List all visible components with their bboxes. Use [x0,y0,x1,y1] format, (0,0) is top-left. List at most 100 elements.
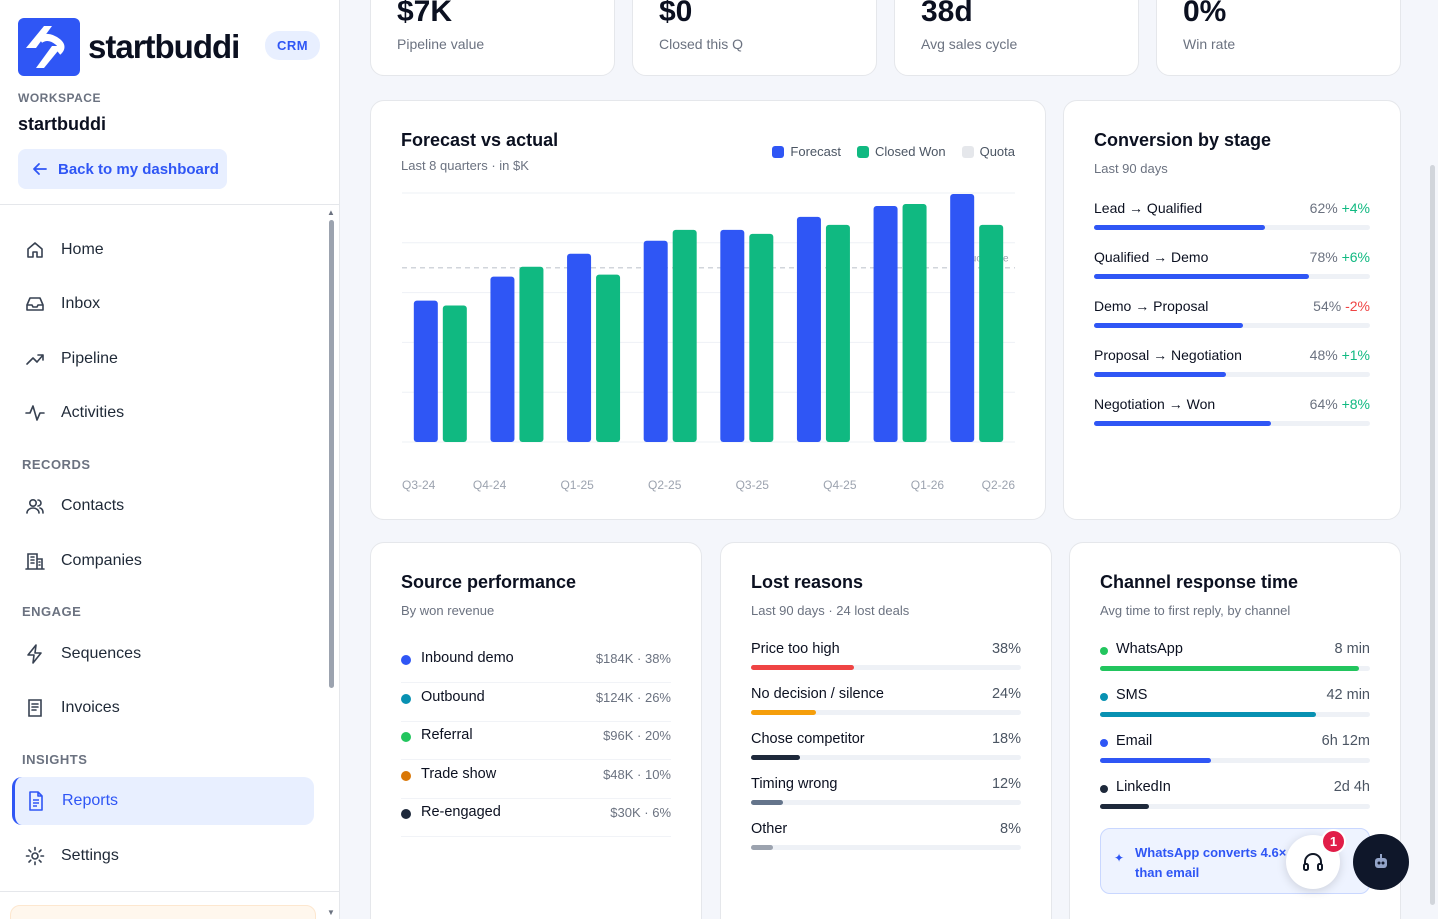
closed-won-bar[interactable] [442,305,467,442]
sidebar-divider [0,204,340,205]
lost-reason-pct: 8% [1000,821,1021,837]
stage-progress-fill [1094,225,1266,230]
card-title: Lost reasons [751,572,864,592]
sidebar-item-settings[interactable]: Settings [22,832,314,880]
stage-metrics: 48% +1% [1310,347,1370,363]
stage-metrics: 78% +6% [1310,249,1370,265]
forecast-bar[interactable] [796,216,821,442]
section-label-records: RECORDS [22,457,91,472]
ai-assistant-button[interactable] [1353,834,1409,890]
forecast-bar[interactable] [950,193,975,442]
sidebar-item-inbox[interactable]: Inbox [22,280,314,328]
closed-won-bar[interactable] [979,224,1004,442]
card-title: Conversion by stage [1094,130,1272,150]
back-to-dashboard-button[interactable]: Back to my dashboard [18,149,227,189]
kpi-label: Closed this Q [659,36,744,52]
kpi-value: $0 [659,0,693,28]
sidebar-item-contacts[interactable]: Contacts [22,482,314,530]
source-row[interactable]: Inbound demo $184K · 38% [401,645,671,683]
legend-label: Closed Won [875,144,946,159]
lost-progress-fill [751,710,816,715]
sidebar-item-sequences[interactable]: Sequences [22,630,314,678]
page-scrollbar-thumb[interactable] [1430,165,1435,905]
card-title: Source performance [401,572,577,592]
stage-pct: 78% [1309,249,1338,265]
forecast-bar[interactable] [643,240,668,442]
closed-won-bar[interactable] [672,229,697,442]
channel-time: 8 min [1334,641,1370,657]
source-row[interactable]: Trade show $48K · 10% [401,761,671,799]
stage-label: Proposal → Negotiation [1094,347,1242,363]
sidebar: startbuddi CRM WORKSPACE startbuddi Back… [0,0,340,919]
forecast-bar[interactable] [490,276,515,442]
sidebar-scrollbar[interactable]: ▲ ▼ [327,208,337,919]
stage-label: Qualified → Demo [1094,249,1209,265]
home-icon [24,239,46,261]
sidebar-item-reports[interactable]: Reports [12,777,314,825]
lost-reason-name: Timing wrong [751,776,838,792]
lost-reason-name: No decision / silence [751,686,884,702]
stage-label: Negotiation → Won [1094,396,1216,412]
kpi-value: 38d [921,0,973,28]
sidebar-promo-card[interactable] [10,905,316,919]
closed-won-bar[interactable] [519,266,544,442]
sidebar-item-activities[interactable]: Activities [22,389,314,437]
channel-name: Email [1116,733,1153,749]
lost-progress-track [751,800,1021,805]
channel-color-dot [1100,693,1108,701]
lost-progress-fill [751,800,784,805]
forecast-bar[interactable] [413,300,438,442]
back-button-label: Back to my dashboard [58,160,219,178]
workspace-name: startbuddi [18,114,106,134]
lost-progress-track [751,710,1021,715]
channel-name: LinkedIn [1116,779,1171,795]
source-row[interactable]: Re-engaged $30K · 6% [401,799,671,837]
card-subtitle: Last 90 days · 24 lost deals [751,603,910,618]
x-tick-label: Q2-26 [982,478,1016,492]
channel-progress-fill [1100,666,1360,671]
x-tick-label: Q1-25 [560,478,594,492]
scroll-down-arrow-icon[interactable]: ▼ [327,908,335,917]
source-row[interactable]: Outbound $124K · 26% [401,684,671,722]
stage-pct: 64% [1309,396,1338,412]
scroll-up-arrow-icon[interactable]: ▲ [327,208,335,217]
source-row[interactable]: Referral $96K · 20% [401,722,671,760]
channel-progress-track [1100,666,1370,671]
forecast-bar[interactable] [873,205,898,442]
sidebar-scroll-thumb[interactable] [329,220,334,688]
sidebar-item-companies[interactable]: Companies [22,537,314,585]
source-value: $48K · 10% [603,766,671,782]
stage-progress-fill [1094,274,1310,279]
forecast-bar[interactable] [567,253,592,442]
inbox-icon [24,293,46,315]
sidebar-item-home[interactable]: Home [22,226,314,274]
forecast-bar[interactable] [720,229,745,442]
channel-color-dot [1100,785,1108,793]
building-icon [24,550,46,572]
insight-text: WhatsApp converts 4.6× than email [1135,845,1287,880]
closed-won-bar[interactable] [825,224,850,442]
lost-progress-track [751,665,1021,670]
source-name: Trade show [421,765,497,782]
users-icon [24,495,46,517]
stage-progress-track [1094,274,1370,279]
arrow-left-icon [33,163,47,175]
sidebar-item-pipeline[interactable]: Pipeline [22,335,314,383]
channel-progress-track [1100,804,1370,809]
stage-pct: 62% [1309,200,1338,216]
channel-time: 2d 4h [1333,779,1370,795]
stage-progress-fill [1094,323,1244,328]
kpi-label: Avg sales cycle [921,36,1018,52]
legend-closed-won: Closed Won [857,144,946,159]
channel-progress-fill [1100,804,1149,809]
conversion-card: Conversion by stage Last 90 days Lead → … [1063,100,1401,520]
closed-won-bar[interactable] [902,203,927,442]
closed-won-bar[interactable] [596,274,621,442]
card-subtitle: Last 90 days [1094,161,1168,176]
brand-logo[interactable]: startbuddi [18,18,240,76]
kpi-card-closed: $0 Closed this Q [632,0,877,76]
sidebar-item-invoices[interactable]: Invoices [22,684,314,732]
closed-won-bar[interactable] [749,233,774,442]
legend-swatch [772,145,785,158]
forecast-chart-card: Forecast vs actual Last 8 quarters · in … [370,100,1046,520]
